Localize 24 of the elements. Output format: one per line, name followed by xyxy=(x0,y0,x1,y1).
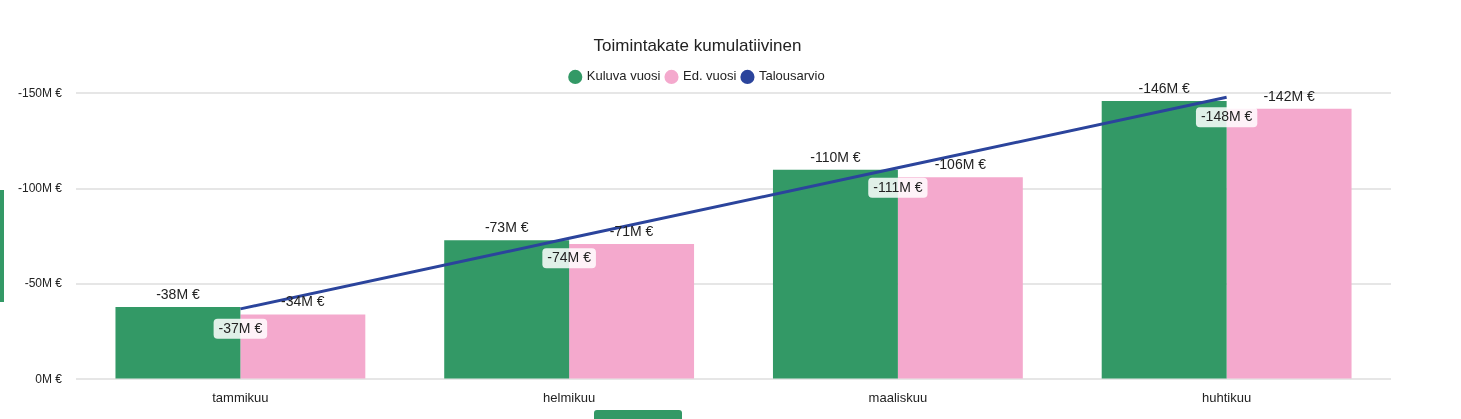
legend-label: Kuluva vuosi xyxy=(586,68,661,84)
chart-title: Toimintakate kumulatiivinen xyxy=(593,35,802,55)
y-tick-label: 0M € xyxy=(35,371,63,386)
data-label: -71M € xyxy=(609,222,654,239)
data-label: -146M € xyxy=(1138,79,1191,96)
data-label: -142M € xyxy=(1263,87,1315,104)
y-tick-label: -150M € xyxy=(17,85,63,100)
data-label: -73M € xyxy=(484,219,529,236)
x-tick-label: helmikuu xyxy=(543,389,596,405)
x-tick-label: maaliskuu xyxy=(868,389,928,405)
data-label: -37M € xyxy=(218,319,263,336)
data-label: -38M € xyxy=(156,285,200,302)
data-label: -106M € xyxy=(934,156,987,173)
y-tick-label: -50M € xyxy=(24,276,63,291)
data-label: -110M € xyxy=(810,148,861,165)
data-label: -148M € xyxy=(1200,108,1253,125)
legend-label: Ed. vuosi xyxy=(682,68,737,84)
x-tick-label: tammikuu xyxy=(212,389,269,405)
x-tick-label: huhtikuu xyxy=(1202,389,1252,405)
y-tick-label: -100M € xyxy=(17,181,63,196)
legend-label: Talousarvio xyxy=(758,68,825,84)
data-label: -74M € xyxy=(547,249,592,266)
data-label: -34M € xyxy=(281,293,325,310)
data-label: -111M € xyxy=(873,178,923,195)
